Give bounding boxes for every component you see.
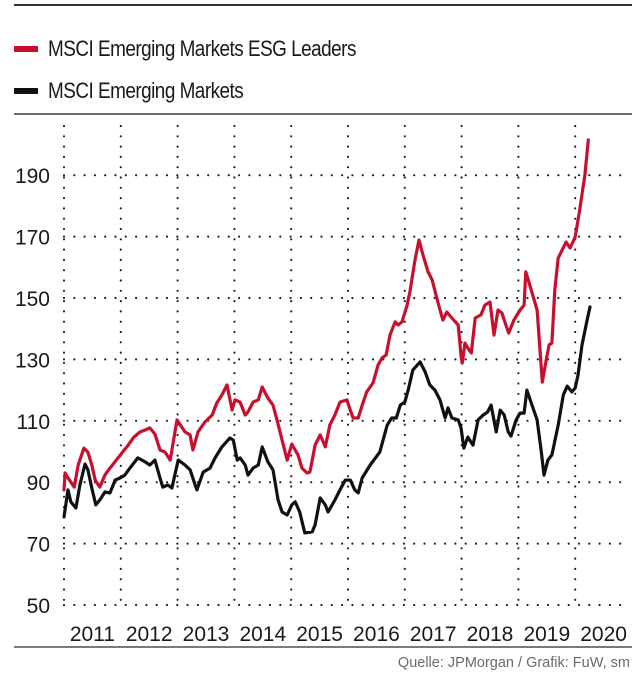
x-tick-label: 2020 <box>580 623 627 646</box>
y-tick-label: 130 <box>15 349 50 372</box>
x-tick-label: 2016 <box>353 623 400 646</box>
x-tick-label: 2015 <box>296 623 343 646</box>
x-tick-label: 2011 <box>70 623 115 646</box>
y-tick-label: 90 <box>27 472 50 495</box>
y-tick-label: 150 <box>15 288 50 311</box>
y-tick-label: 110 <box>17 411 50 434</box>
x-tick-label: 2017 <box>410 623 457 646</box>
x-tick-label: 2012 <box>126 623 173 646</box>
y-tick-label: 50 <box>27 595 50 618</box>
legend-label-emerging-markets: MSCI Emerging Markets <box>48 78 244 103</box>
top-rule <box>14 4 632 6</box>
legend-swatch-esg-leaders <box>14 46 38 52</box>
legend-divider <box>14 113 632 115</box>
x-tick-label: 2018 <box>467 623 514 646</box>
legend-item-emerging-markets: MSCI Emerging Markets <box>14 76 275 106</box>
legend-item-esg-leaders: MSCI Emerging Markets ESG Leaders <box>14 34 406 64</box>
legend-swatch-emerging-markets <box>14 88 38 94</box>
series-line-emerging-markets <box>62 305 592 535</box>
legend-label-esg-leaders: MSCI Emerging Markets ESG Leaders <box>48 36 356 61</box>
y-tick-label: 70 <box>27 534 50 557</box>
series-lines <box>62 138 592 535</box>
y-tick-label: 190 <box>15 165 50 188</box>
vertical-gridlines <box>62 124 577 607</box>
x-tick-label: 2019 <box>523 623 570 646</box>
y-tick-label: 170 <box>15 227 50 250</box>
x-axis-tick-labels: 2011 2012 2013 2014 2015 2016 2017 2018 2019 2020 <box>70 623 627 646</box>
x-tick-label: 2013 <box>183 623 230 646</box>
x-tick-label: 2014 <box>239 623 286 646</box>
y-axis-tick-labels: 50 70 90 110 130 150 170 190 <box>15 165 50 618</box>
source-credit: Quelle: JPMorgan / Grafik: FuW, sm <box>397 655 630 671</box>
series-line-esg-leaders <box>62 138 590 492</box>
bottom-rule <box>14 646 632 648</box>
